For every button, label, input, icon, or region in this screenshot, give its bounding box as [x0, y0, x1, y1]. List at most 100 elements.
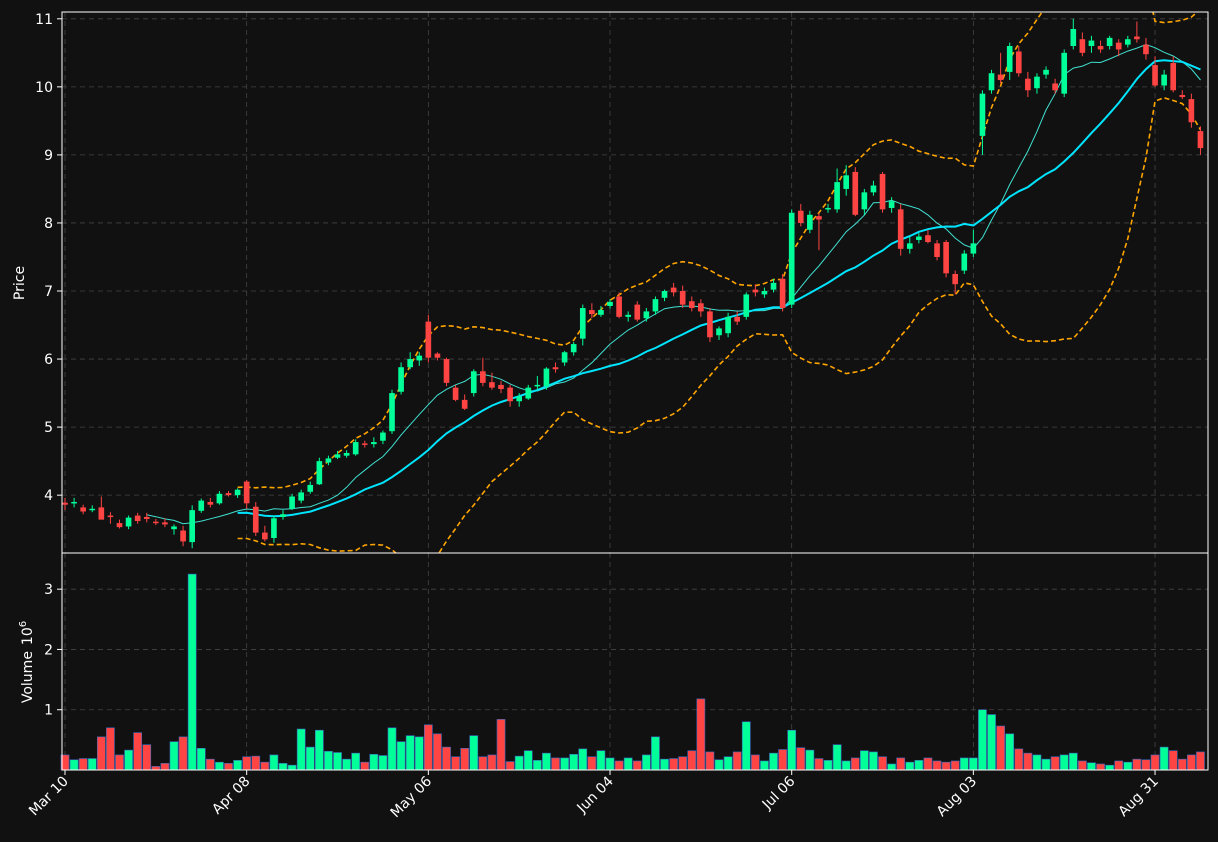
candle-body — [361, 443, 368, 445]
volume-bar — [796, 747, 806, 771]
candle-body — [316, 461, 323, 485]
candle-body — [1034, 76, 1040, 89]
volume-bar — [460, 747, 470, 771]
volume-bar — [1150, 754, 1160, 771]
volume-bar — [187, 573, 197, 771]
candle-body — [525, 387, 532, 399]
volume-bar — [860, 750, 869, 771]
volume-bar — [1023, 752, 1033, 771]
volume-bar — [178, 736, 188, 771]
candle-body — [988, 73, 995, 91]
candle-body — [1025, 78, 1031, 91]
volume-bar — [106, 727, 115, 771]
candle-body — [834, 182, 840, 210]
candle-body — [325, 458, 332, 463]
candle-body — [888, 201, 895, 208]
candle-body — [443, 359, 450, 383]
volume-bar — [369, 754, 379, 771]
volume-bar — [959, 757, 969, 771]
candle-body — [271, 518, 277, 539]
volume-bar — [169, 741, 179, 771]
volume-bar — [514, 755, 524, 771]
candle-body — [62, 502, 68, 505]
candle-body — [579, 308, 586, 339]
volume-bar — [233, 760, 242, 771]
candle-body — [198, 500, 205, 511]
candle-body — [470, 371, 477, 394]
volume-panel-frame — [61, 552, 1209, 771]
candle-body — [134, 515, 141, 522]
volume-bar — [196, 747, 206, 771]
volume-bar — [360, 761, 370, 771]
volume-bar — [1041, 758, 1051, 771]
candle-body — [262, 532, 268, 540]
candle-body — [1143, 44, 1149, 55]
candle-body — [752, 289, 759, 293]
volume-bar — [433, 733, 442, 771]
price-grid — [62, 12, 1208, 553]
candle-body — [861, 192, 868, 210]
fast-average-line — [146, 43, 1201, 525]
candle-body — [1043, 69, 1049, 75]
candle-body — [1197, 131, 1204, 149]
candle-body — [71, 501, 77, 504]
volume-bar — [333, 752, 342, 771]
volume-bar — [950, 760, 960, 771]
volume-bar — [133, 732, 143, 771]
volume-axis-ticks: 1 2 3 — [44, 582, 62, 719]
volume-tick-label: 1 — [44, 703, 53, 719]
candle-body — [189, 510, 195, 543]
candle-body — [816, 216, 822, 220]
volume-bar — [723, 756, 733, 771]
candle-body — [943, 242, 949, 274]
candles — [62, 18, 1204, 549]
volume-bar — [714, 759, 724, 771]
volume-bar — [814, 758, 824, 771]
candle-body — [334, 454, 341, 458]
volume-bar — [1078, 760, 1087, 771]
volume-bar — [896, 757, 906, 771]
candle-body — [162, 522, 168, 525]
volume-bar — [505, 761, 515, 771]
candle-body — [1061, 52, 1068, 94]
volume-bar — [841, 760, 851, 771]
volume-grid — [62, 553, 1208, 770]
upper-band-line — [237, 12, 1199, 489]
volume-bar — [260, 761, 270, 771]
volume-bar — [1132, 758, 1142, 771]
volume-bar — [687, 750, 697, 771]
volume-bar — [769, 752, 778, 771]
price-tick-label: 4 — [44, 488, 53, 504]
candle-body — [1015, 51, 1022, 74]
volume-bar — [751, 754, 760, 771]
volume-bar — [124, 749, 133, 771]
candle-body — [143, 516, 150, 519]
volume-bar — [741, 721, 751, 771]
volume-bar — [296, 728, 306, 771]
volume-bar — [151, 766, 161, 771]
volume-bar — [251, 755, 261, 771]
volume-bar — [278, 763, 288, 771]
candle-body — [716, 328, 722, 336]
slow-average-line — [237, 59, 1201, 518]
volume-bar — [632, 760, 642, 771]
candle-body — [570, 344, 577, 353]
candle-body — [598, 310, 604, 315]
volume-bar — [651, 736, 660, 771]
volume-bar — [242, 756, 252, 771]
candle-body — [643, 311, 650, 319]
volume-bar — [551, 757, 560, 771]
volume-bar — [405, 735, 415, 771]
candle-body — [216, 493, 223, 504]
candle-body — [879, 173, 886, 210]
volume-bar — [760, 760, 769, 771]
volume-bar — [569, 754, 579, 771]
volume-bar — [996, 725, 1005, 771]
candle-body — [870, 185, 877, 193]
candle-body — [307, 484, 314, 492]
candle-body — [970, 243, 977, 254]
candle-body — [552, 367, 559, 370]
x-tick-label: Aug 31 — [1115, 774, 1161, 820]
candle-body — [543, 368, 550, 387]
candle-body — [171, 526, 177, 530]
